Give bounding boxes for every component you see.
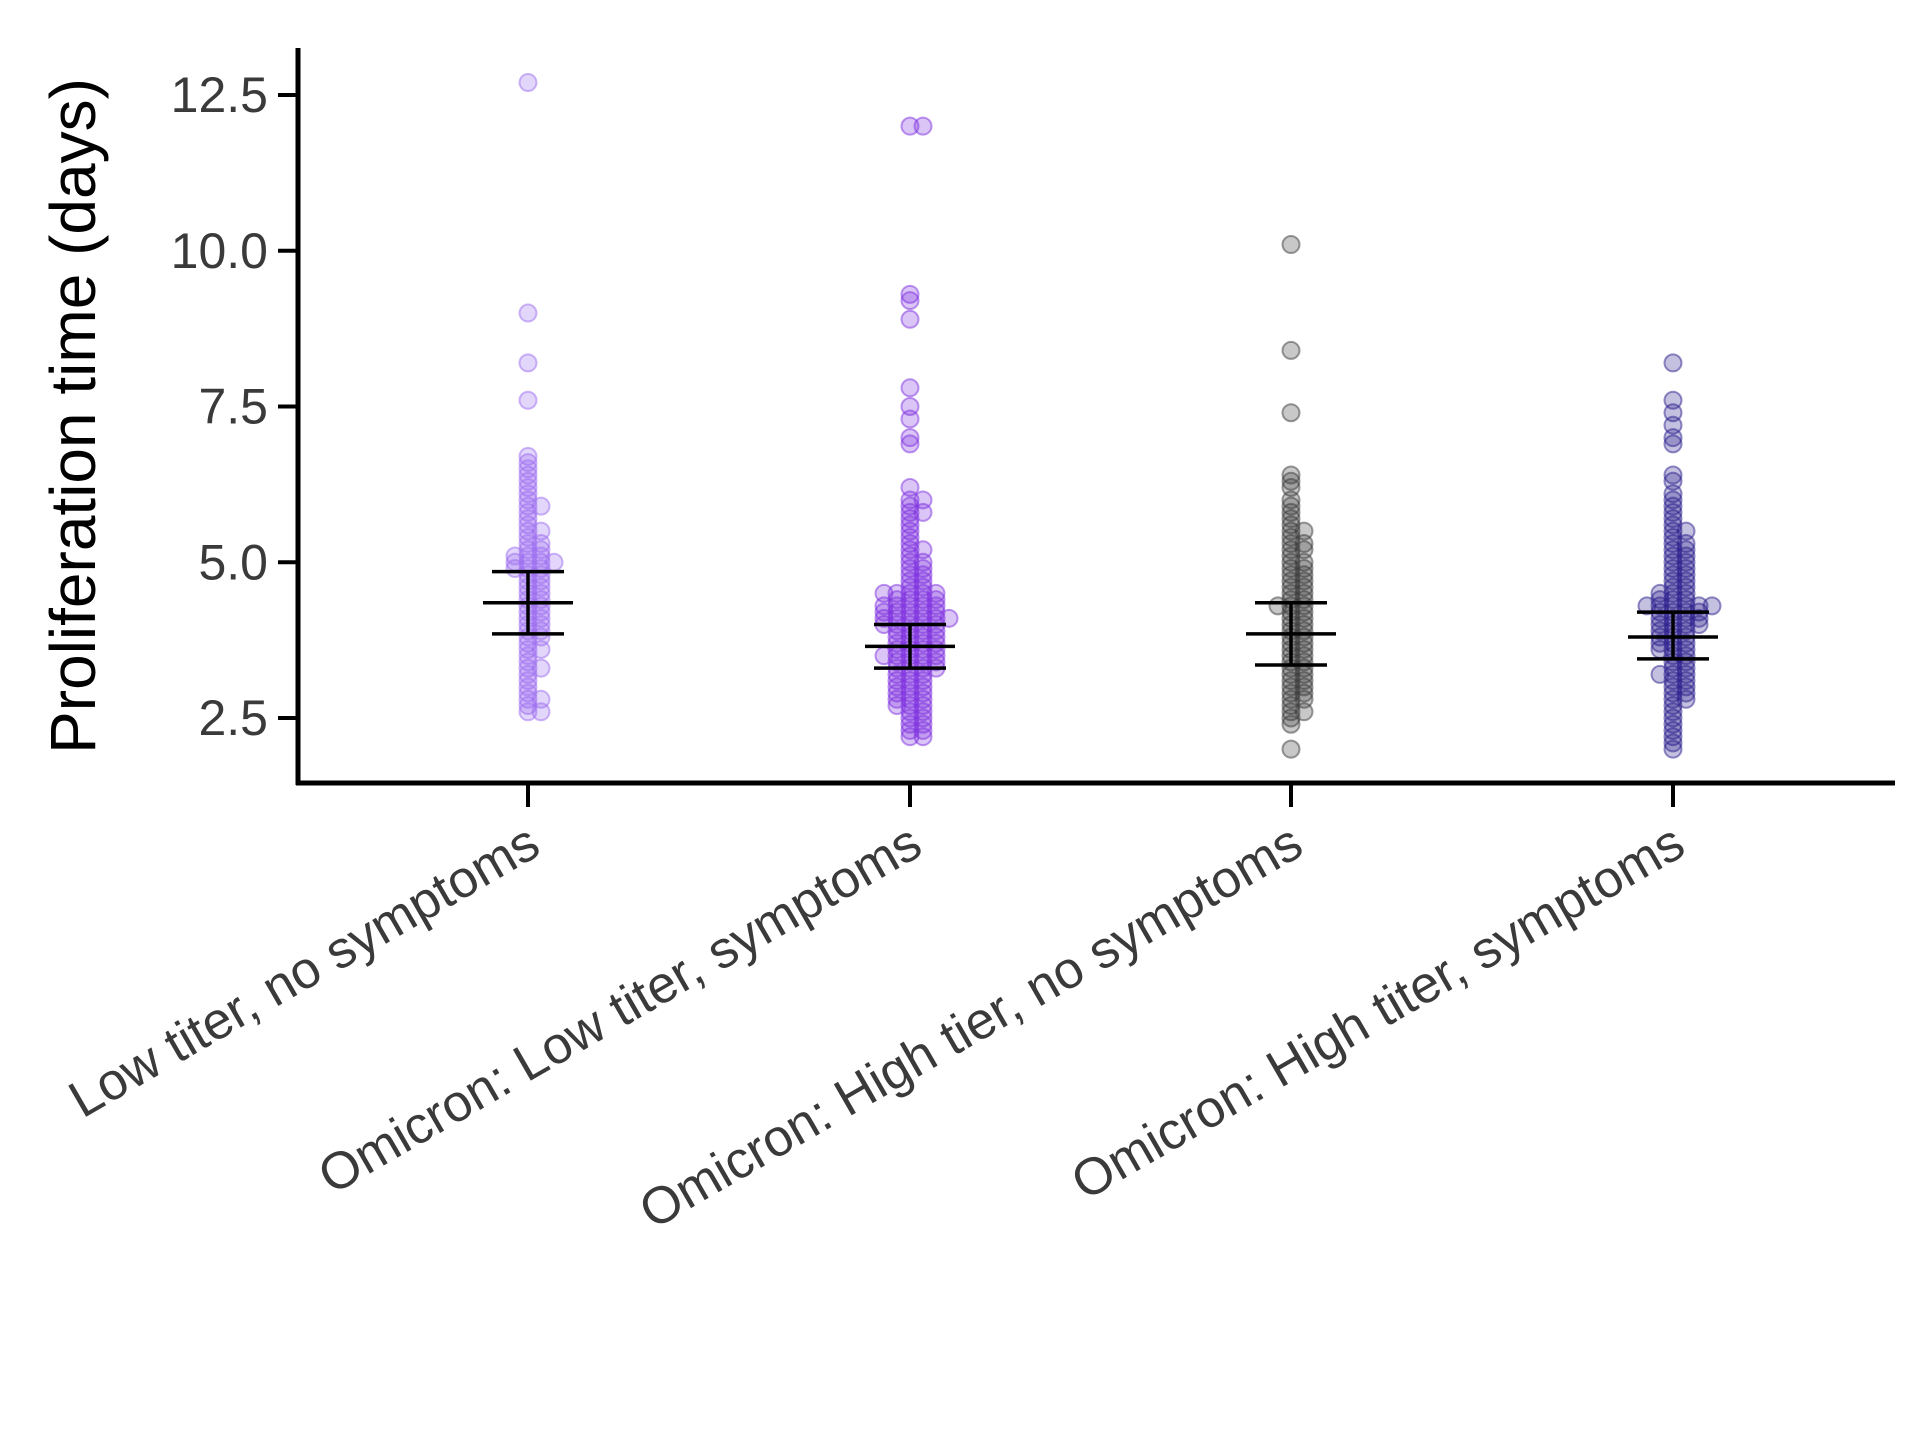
data-point <box>913 116 933 136</box>
data-point <box>900 309 920 329</box>
data-point <box>900 428 920 448</box>
data-point <box>1281 708 1301 728</box>
data-point <box>900 116 920 136</box>
data-point <box>1663 465 1683 485</box>
data-point <box>1281 340 1301 360</box>
data-point <box>900 378 920 398</box>
y-tick-label: 10.0 <box>171 223 268 279</box>
data-point <box>518 390 538 410</box>
data-point <box>913 727 933 747</box>
data-point <box>531 702 551 722</box>
data-point <box>1281 403 1301 423</box>
data-point <box>1663 739 1683 759</box>
data-point <box>1281 714 1301 734</box>
x-tick-label: Omicron: Low titer, symptoms <box>309 813 931 1206</box>
data-point <box>900 284 920 304</box>
data-point <box>1281 471 1301 491</box>
data-point <box>1281 235 1301 255</box>
data-point <box>518 73 538 93</box>
data-point <box>518 303 538 323</box>
data-point <box>518 353 538 373</box>
points-layer <box>505 73 1722 759</box>
data-point <box>900 409 920 429</box>
y-tick-label: 12.5 <box>171 67 268 123</box>
x-tick-label: Omicron: High titer, symptoms <box>1062 813 1694 1211</box>
data-point <box>518 702 538 722</box>
y-tick-label: 7.5 <box>198 379 268 435</box>
y-tick-label: 2.5 <box>198 690 268 746</box>
data-point <box>1663 428 1683 448</box>
y-axis-title: Proliferation time (days) <box>37 78 109 754</box>
data-point <box>1281 739 1301 759</box>
data-point <box>900 727 920 747</box>
data-point <box>1663 353 1683 373</box>
x-tick-label: Omicron: High tier, no symptoms <box>630 813 1312 1240</box>
data-point <box>900 434 920 454</box>
data-point <box>1663 733 1683 753</box>
data-point <box>900 291 920 311</box>
errorbar-layer <box>483 569 1718 670</box>
data-point <box>1663 434 1683 454</box>
y-tick-label: 5.0 <box>198 534 268 590</box>
